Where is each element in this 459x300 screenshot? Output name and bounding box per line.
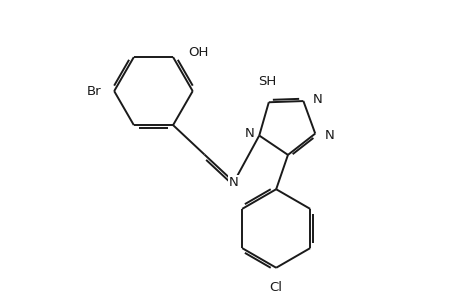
Text: N: N (325, 129, 334, 142)
Text: Br: Br (87, 85, 101, 98)
Text: N: N (244, 127, 254, 140)
Text: Cl: Cl (269, 280, 282, 293)
Text: N: N (313, 93, 322, 106)
Text: N: N (229, 176, 238, 188)
Text: SH: SH (257, 74, 275, 88)
Text: OH: OH (187, 46, 208, 59)
